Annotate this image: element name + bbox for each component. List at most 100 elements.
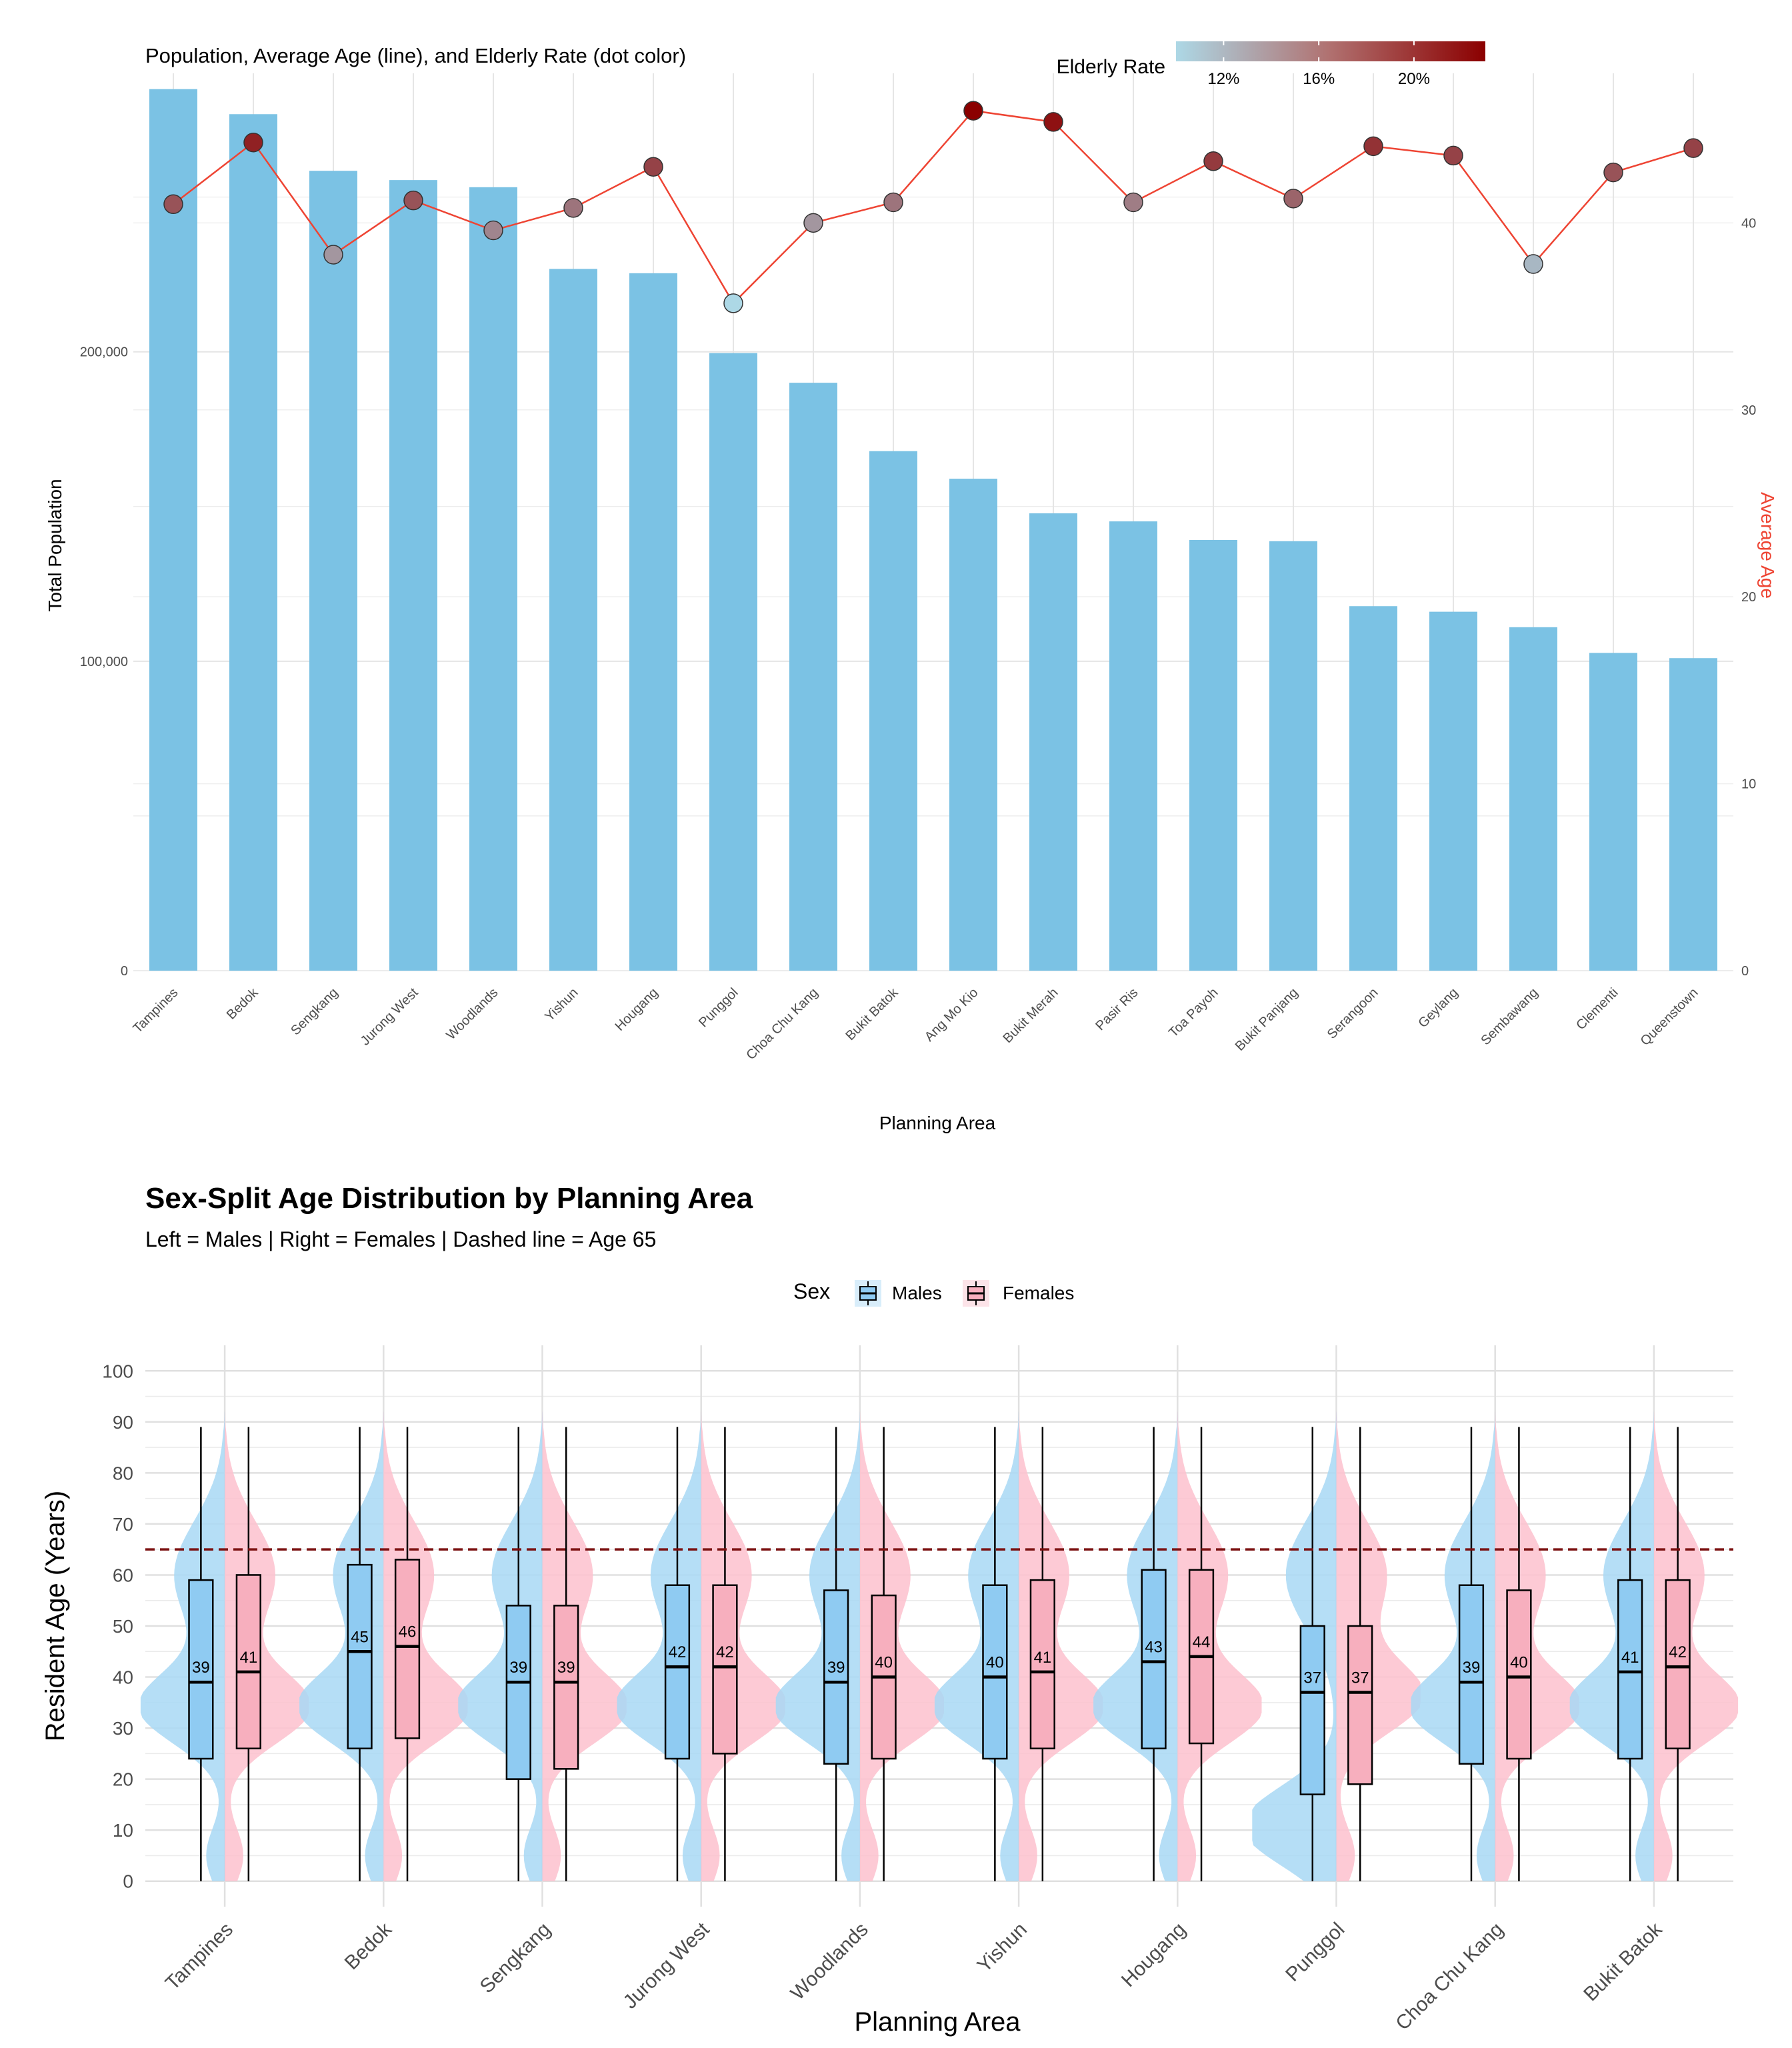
c2-violins <box>140 1411 1739 1881</box>
c1-elderly-rate-point <box>883 192 903 213</box>
c1-legend-colorbar <box>1176 41 1485 61</box>
c2-median-label-females: 42 <box>1669 1643 1687 1661</box>
c1-bar <box>469 187 517 971</box>
c1-x-tick-label: Sembawang <box>1478 985 1541 1048</box>
c1-elderly-rate-point <box>963 101 983 121</box>
c1-x-tick-label: Bedok <box>224 985 261 1022</box>
c1-bar <box>1269 541 1317 971</box>
c2-violin-males <box>934 1411 1019 1881</box>
c2-x-tick-label: Tampines <box>161 1919 237 1995</box>
c2-y-tick-label: 50 <box>113 1616 133 1637</box>
c1-average-age-line <box>173 109 1694 305</box>
c2-box-females <box>553 1605 579 1770</box>
c1-bar <box>549 269 597 971</box>
c1-x-tick-label: Bukit Batok <box>843 985 901 1043</box>
c2-y-tick-label: 40 <box>113 1667 133 1688</box>
c2-median-label-males: 39 <box>827 1659 845 1677</box>
c2-legend-label-males: Males <box>892 1283 942 1303</box>
c2-x-tick-label: Jurong West <box>619 1918 714 2013</box>
c1-bar <box>1669 658 1717 971</box>
c2-legend-key-females <box>963 1280 989 1307</box>
c2-median-label-males: 41 <box>1621 1649 1639 1667</box>
c2-y-tick-labels: 0 10 20 30 40 50 60 70 80 90 100 <box>102 1361 133 1891</box>
c1-elderly-rate-point <box>563 198 583 218</box>
c2-legend-label-females: Females <box>1003 1283 1074 1303</box>
c1-bar <box>309 171 357 971</box>
c2-box-males <box>505 1605 531 1780</box>
c1-y-axis-title: Total Population <box>45 479 65 611</box>
c1-x-tick-labels: Tampines Bedok Sengkang Jurong West Woodland… <box>130 985 1701 1063</box>
c2-y-tick-label: 60 <box>113 1565 133 1585</box>
c2-box-males <box>664 1584 691 1760</box>
c1-y2-tick-label: 30 <box>1741 403 1756 418</box>
c1-x-tick-label: Clementi <box>1573 985 1621 1033</box>
c2-violin-females <box>701 1411 785 1881</box>
c1-elderly-rate-point <box>1363 136 1383 157</box>
c1-bar <box>869 451 917 971</box>
c2-legend-title: Sex <box>793 1279 830 1303</box>
c2-box-females <box>1665 1579 1691 1749</box>
c1-x-tick-label: Toa Payoh <box>1166 985 1221 1040</box>
c2-median-label-females: 40 <box>1510 1654 1528 1672</box>
c2-box-females <box>1347 1625 1373 1785</box>
c2-violin-females <box>1653 1411 1739 1881</box>
c1-bar <box>1589 653 1637 971</box>
c1-bar <box>229 114 277 971</box>
c2-box-females <box>712 1584 738 1755</box>
c2-y-tick-label: 80 <box>113 1463 133 1483</box>
c2-x-tick-label: Bukit Batok <box>1579 1918 1667 2005</box>
c2-box-females <box>235 1574 261 1749</box>
c2-median-label-males: 39 <box>192 1659 210 1677</box>
c1-bar <box>149 89 197 971</box>
c2-median-label-females: 41 <box>1033 1649 1051 1667</box>
c2-median-label-females: 44 <box>1193 1633 1211 1651</box>
c2-median-label-males: 43 <box>1145 1639 1163 1657</box>
c2-box-females <box>1029 1579 1055 1749</box>
c2-x-tick-label: Hougang <box>1117 1919 1190 1991</box>
c2-legend: Sex Males Females <box>793 1279 1074 1307</box>
c2-box-males <box>1617 1579 1643 1760</box>
c1-y2-tick-label: 40 <box>1741 216 1756 231</box>
c2-violin-females <box>1336 1411 1421 1881</box>
c1-bars <box>149 89 1717 971</box>
c2-x-tick-label: Punggol <box>1281 1919 1349 1986</box>
c2-x-tick-label: Woodlands <box>787 1919 873 2005</box>
c2-median-label-males: 37 <box>1303 1669 1321 1687</box>
c2-median-label-males: 39 <box>1463 1659 1481 1677</box>
c2-median-label-females: 46 <box>399 1623 417 1641</box>
c1-elderly-rate-point <box>1123 192 1143 213</box>
c2-violin-females <box>225 1411 309 1881</box>
c1-x-tick-label: Bukit Panjang <box>1233 985 1301 1054</box>
c2-y-tick-label: 30 <box>113 1718 133 1739</box>
c1-bar <box>1349 606 1397 971</box>
c1-x-tick-label: Hougang <box>613 985 661 1034</box>
c2-violin-females <box>1495 1411 1579 1881</box>
c1-y2-tick-label: 0 <box>1741 964 1749 979</box>
c2-violin-females <box>859 1411 945 1881</box>
c2-box-males <box>1458 1584 1485 1765</box>
c1-bar <box>1509 627 1557 971</box>
c1-x-tick-label: Jurong West <box>358 985 421 1049</box>
c1-x-tick-label: Queenstown <box>1638 985 1701 1049</box>
c1-x-tick-label: Tampines <box>130 985 181 1036</box>
c2-box-males <box>1299 1625 1325 1795</box>
c2-violin-females <box>1177 1411 1262 1881</box>
population-age-chart: 0 100,000 200,000 0 10 20 30 40 Tampines Bedok S… <box>45 41 1778 1133</box>
c2-median-label-females: 37 <box>1351 1669 1369 1687</box>
c1-elderly-rate-point <box>243 133 263 153</box>
c1-legend-tick-label: 20% <box>1398 70 1430 88</box>
c1-bar <box>389 180 437 971</box>
c1-legend-title: Elderly Rate <box>1057 56 1165 78</box>
c2-violin-males <box>1569 1411 1654 1881</box>
c1-elderly-rate-point <box>803 213 823 233</box>
c1-elderly-rate-point <box>403 190 423 211</box>
c1-y2-tick-labels: 0 10 20 30 40 <box>1741 216 1756 979</box>
c2-box-males <box>1141 1569 1167 1749</box>
c1-bar <box>789 383 837 971</box>
c2-y-tick-label: 100 <box>102 1361 133 1381</box>
c1-bar <box>709 353 757 971</box>
c1-x-tick-label: Pasir Ris <box>1093 985 1141 1033</box>
c1-y-tick-label: 200,000 <box>80 345 128 360</box>
c1-elderly-rate-point <box>1523 254 1543 274</box>
c1-elderly-rate-point <box>163 194 183 215</box>
